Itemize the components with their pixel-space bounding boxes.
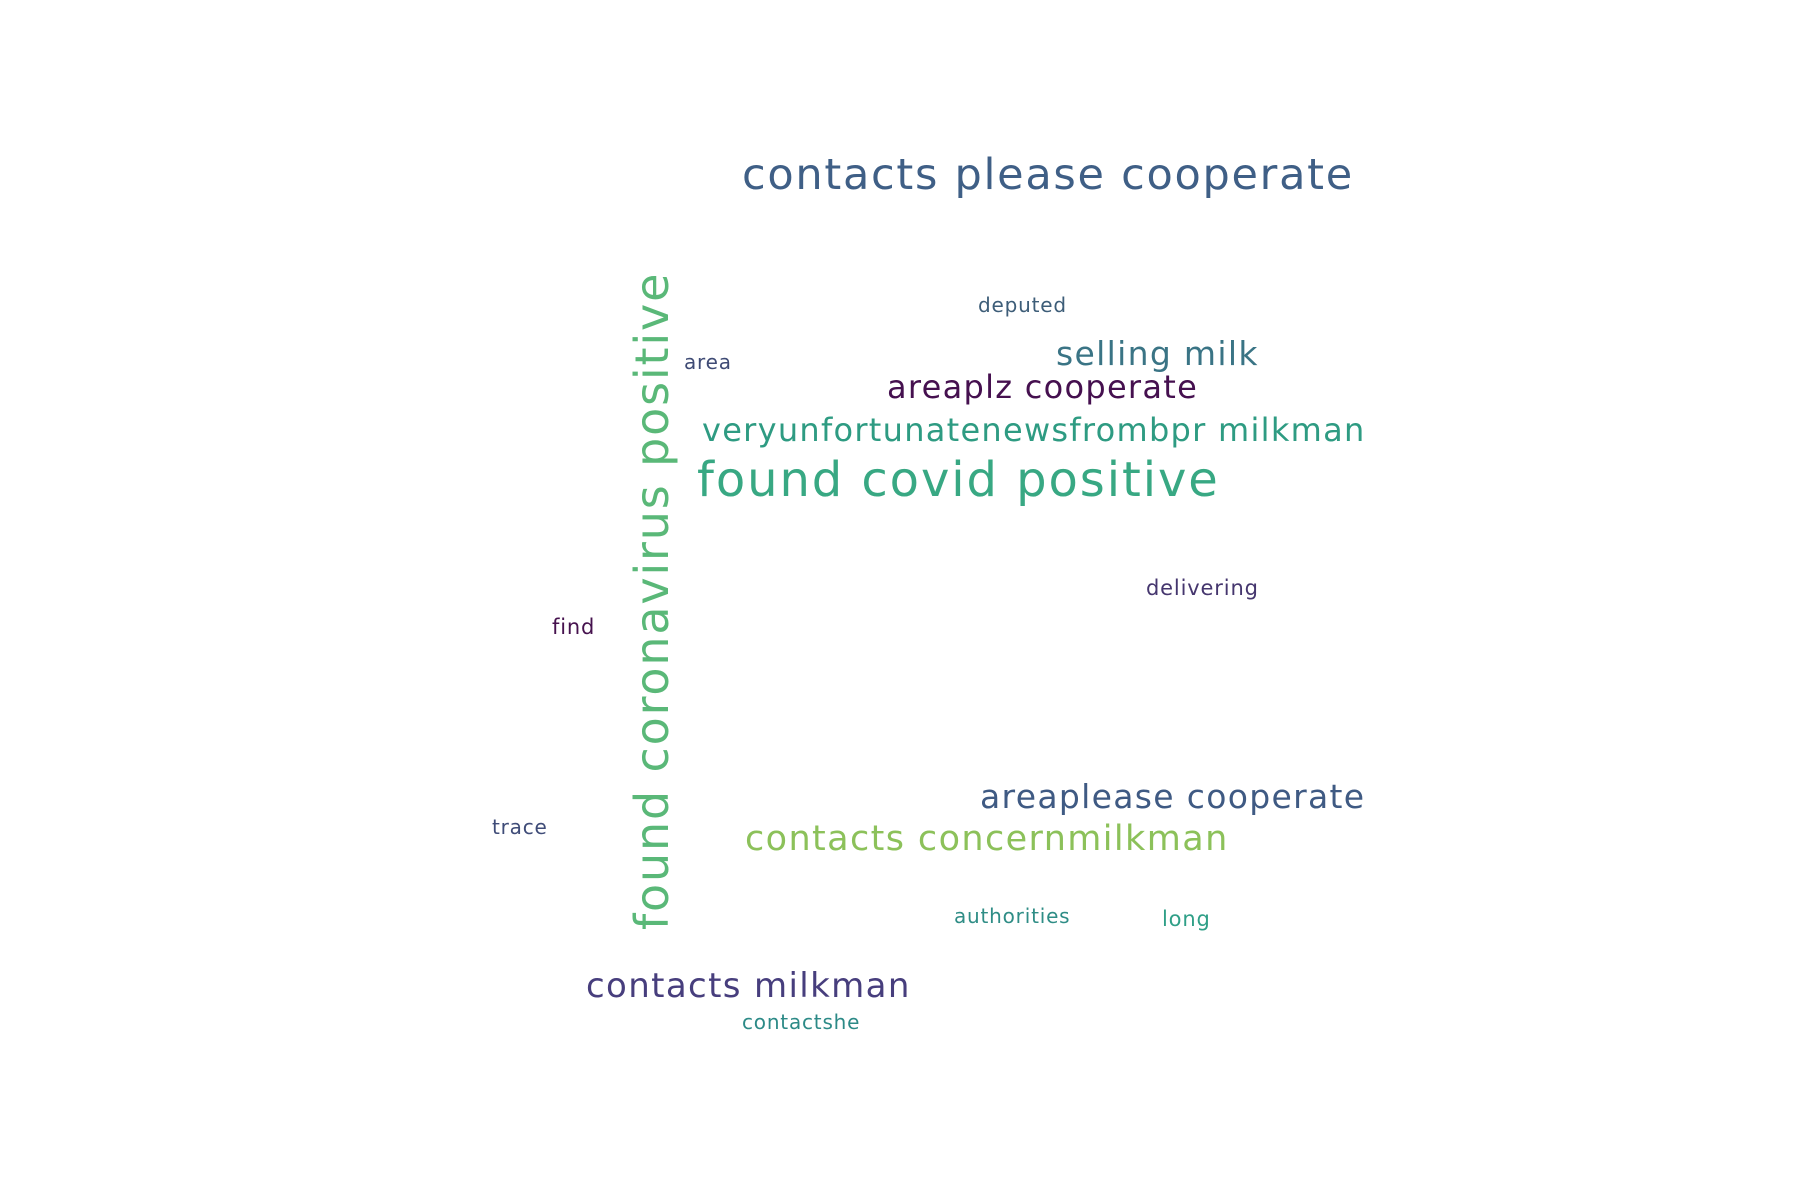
word-areaplease-cooperate: areaplease cooperate	[980, 777, 1366, 816]
word-contacts-please-cooperate: contacts please cooperate	[742, 150, 1354, 200]
word-find: find	[552, 615, 596, 639]
word-veryunfortunatenewsfrombpr-milkman: veryunfortunatenewsfrombpr milkman	[702, 411, 1366, 449]
word-areaplz-cooperate: areaplz cooperate	[887, 368, 1199, 406]
word-contacts-concernmilkman: contacts concernmilkman	[745, 819, 1229, 859]
word-deputed: deputed	[978, 293, 1067, 317]
word-selling-milk: selling milk	[1056, 334, 1259, 373]
word-authorities: authorities	[954, 904, 1071, 928]
word-contactshe: contactshe	[742, 1010, 861, 1034]
word-found-coronavirus-positive: found coronavirus positive	[625, 271, 679, 930]
word-area: area	[684, 350, 732, 374]
word-found-covid-positive: found covid positive	[697, 452, 1220, 508]
word-delivering: delivering	[1146, 576, 1259, 600]
word-trace: trace	[492, 815, 548, 839]
word-long: long	[1162, 907, 1211, 931]
word-contacts-milkman: contacts milkman	[586, 966, 911, 1006]
